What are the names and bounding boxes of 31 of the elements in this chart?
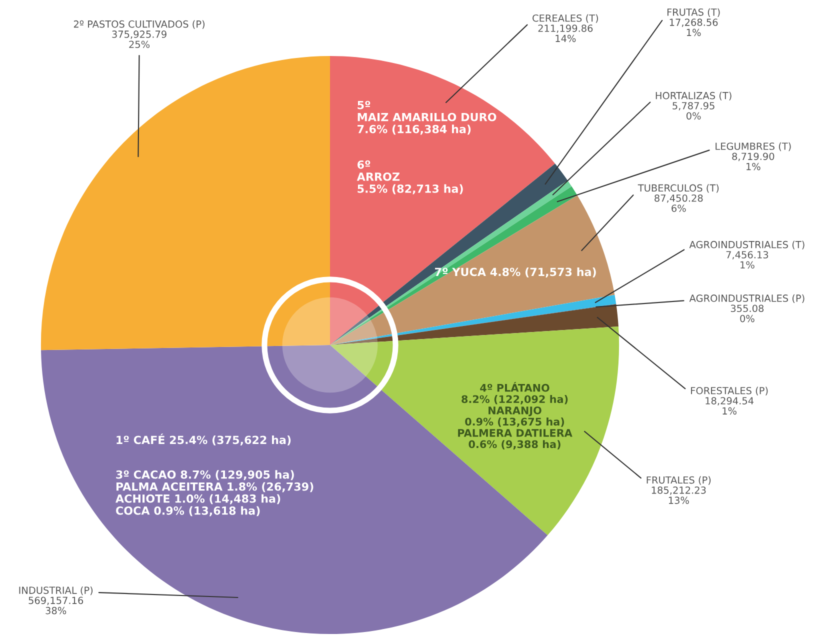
text: 7º YUCA 4.8% (71,573 ha): [435, 268, 596, 278]
slice-label: FORESTALES (P): [691, 386, 768, 396]
data-label: 569,157.16 38%: [28, 596, 84, 614]
text: 1º CAFÉ 25.4% (375,622 ha): [116, 434, 291, 446]
pie-slice: [330, 326, 620, 536]
slice-label: AGROINDUSTRIALES (P): [689, 294, 804, 304]
data-label: 7,456.13 1%: [726, 251, 768, 269]
pie-slice: [40, 56, 330, 350]
slice-label: 2º PASTOS CULTIVADOS (P): [74, 20, 204, 29]
slice-label: TUBERCULOS (T): [638, 184, 719, 193]
slice-label: FRUTAS (T): [667, 8, 720, 17]
data-label: 5,787.95 0%: [672, 102, 714, 120]
data-label: 8,719.90 1%: [732, 152, 774, 170]
slice-label: INDUSTRIAL (P): [19, 586, 93, 596]
text: 3º CACAO 8.7% (129,905 ha) PALMA ACEITERA 1.8% (26,739) ACHIOTE 1.0% (14,483 ha) COCA 0.9% (13,618 ha): [115, 470, 314, 516]
slice-label: HORTALIZAS (T): [656, 92, 732, 100]
slice-label: FRUTALES (P): [646, 476, 711, 485]
text: 5º MAIZ AMARILLO DURO 7.6% (116,384 ha): [358, 100, 496, 135]
text: 6º ARROZ 5.5% (82,713 ha): [356, 160, 463, 194]
slice-label: LEGUMBRES (T): [716, 142, 791, 152]
data-label: 87,450.28 6%: [654, 194, 703, 212]
data-label: 18,294.54 1%: [706, 397, 754, 415]
data-label: 185,212.23 13%: [652, 486, 706, 504]
slice-label: CEREALES (T): [532, 14, 598, 23]
data-label: 355.08 0%: [730, 304, 764, 322]
slice-label: AGROINDUSTRIALES (T): [689, 240, 804, 250]
data-label: 211,199.86 14%: [538, 24, 593, 42]
data-label: 375,925.79 25%: [112, 30, 166, 48]
text: 4º PLÁTANO 8.2% (122,092 ha) NARANJO 0.9% (13,675 ha) PALMERA DATILERA 0.6% (9,388 ha): [458, 382, 572, 450]
data-label: 17,268.56 1%: [670, 18, 718, 36]
pie-slice: [330, 195, 615, 345]
